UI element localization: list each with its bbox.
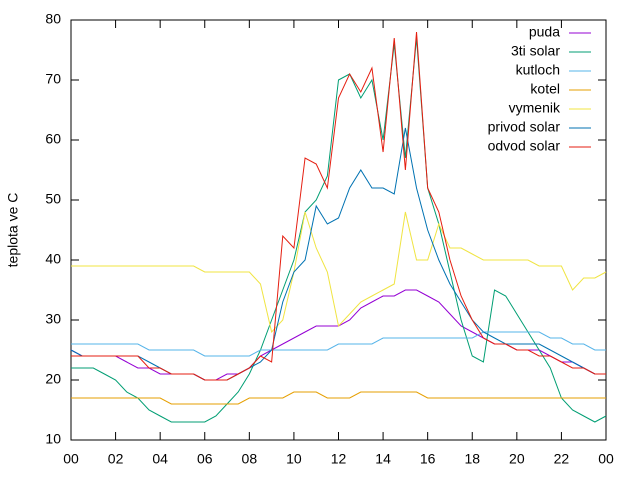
series-line: [71, 37, 607, 423]
x-tick-label: 00: [63, 451, 79, 467]
legend-label: privod solar: [488, 119, 561, 135]
series-line: [70, 127, 606, 381]
y-tick-label: 40: [45, 251, 61, 267]
legend-label: puda: [529, 24, 560, 40]
series-line: [71, 391, 606, 405]
x-tick-label: 14: [375, 451, 391, 467]
y-tick-label: 70: [45, 71, 61, 87]
series-line: [71, 31, 606, 381]
x-tick-label: 16: [420, 451, 436, 467]
y-tick-label: 30: [45, 311, 61, 327]
x-tick-label: 20: [509, 451, 525, 467]
x-tick-label: 06: [197, 451, 213, 467]
x-tick-label: 10: [286, 451, 302, 467]
legend-label: kotel: [530, 81, 560, 97]
x-tick-label: 02: [108, 451, 124, 467]
x-tick-label: 18: [464, 451, 480, 467]
legend-label: kutloch: [516, 62, 560, 78]
x-tick-label: 04: [152, 451, 168, 467]
x-tick-label: 00: [598, 451, 614, 467]
y-tick-label: 50: [45, 191, 61, 207]
legend-label: vymenik: [509, 100, 561, 116]
series-line: [71, 331, 606, 357]
x-tick-label: 22: [554, 451, 570, 467]
y-tick-label: 20: [45, 371, 61, 387]
legend-label: odvod solar: [488, 138, 561, 154]
series-line: [71, 211, 607, 334]
y-tick-label: 10: [45, 431, 61, 447]
x-tick-label: 08: [242, 451, 258, 467]
y-axis-label: teplota ve C: [5, 193, 21, 268]
x-tick-label: 12: [331, 451, 347, 467]
series-line: [70, 289, 606, 381]
y-tick-label: 60: [45, 131, 61, 147]
legend-label: 3ti solar: [511, 43, 560, 59]
y-tick-label: 80: [45, 11, 61, 27]
